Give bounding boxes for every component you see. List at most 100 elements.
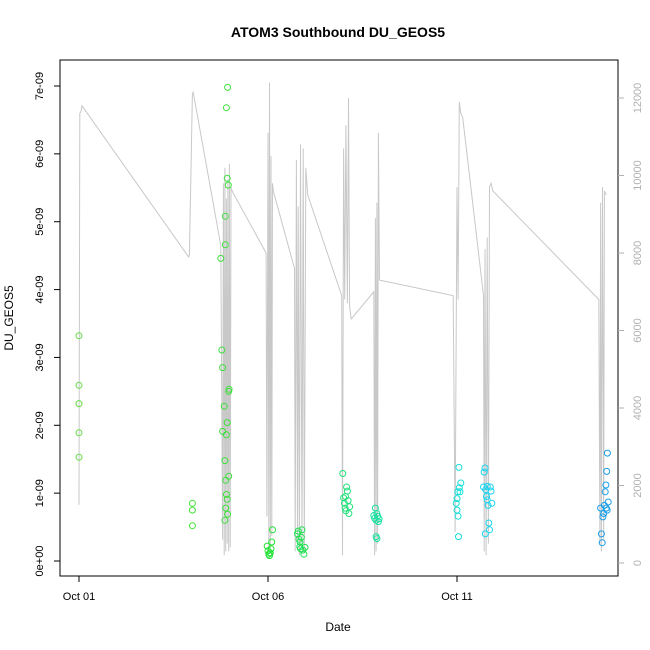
data-point [343,483,351,491]
data-point [266,549,274,557]
data-point [488,499,496,507]
x-axis-label: Date [325,620,351,634]
data-point [602,481,610,489]
altitude-line [78,82,607,556]
y2-tick-label: 12000 [632,83,644,114]
y-tick-label: 5e-09 [34,208,46,236]
plot-frame [59,59,619,577]
data-point [453,495,461,503]
y-axis: 0e+00 1e-09 2e-09 3e-09 4e-09 5e-09 6e-09 7e-09 [34,72,60,577]
data-point [217,254,225,262]
points-layer [75,83,612,560]
chart-title: ATOM3 Southbound DU_GEOS5 [231,24,445,40]
data-point [222,491,230,498]
x-tick-label: Oct 01 [63,591,95,603]
data-point [298,526,306,534]
data-point [222,431,230,439]
y-tick-label: 1e-09 [34,479,46,507]
data-point [188,522,196,530]
data-point [601,488,609,496]
y2-tick-label: 4000 [632,396,644,420]
data-point [267,545,275,553]
data-point [188,499,196,507]
data-point [604,498,612,506]
data-point [481,464,489,472]
data-point [221,241,229,249]
data-point [603,467,611,475]
y-tick-label: 4e-09 [34,276,46,304]
data-point [75,381,83,389]
data-point [75,453,83,461]
data-point [223,495,231,503]
y-tick-label: 2e-09 [34,411,46,439]
y-tick-label: 3e-09 [34,343,46,371]
data-point [221,516,229,524]
y-tick-label: 6e-09 [34,140,46,168]
y-axis-label: DU_GEOS5 [2,285,16,351]
data-point [224,83,232,91]
y2-axis: 0 2000 4000 6000 8000 10000 12000 [618,83,644,566]
y2-tick-label: 0 [632,560,644,566]
data-point [221,212,229,220]
data-point [342,493,349,500]
data-point [75,429,83,437]
y2-tick-label: 8000 [632,241,644,265]
data-point [297,533,305,541]
data-point [454,512,462,520]
data-point [484,501,492,509]
data-point [218,346,226,354]
data-point [480,468,488,476]
x-tick-label: Oct 06 [252,591,284,603]
data-point [269,526,276,534]
x-axis: Oct 01 Oct 06 Oct 11 [63,576,473,603]
data-point [481,530,489,538]
data-point [457,479,465,487]
data-point [483,482,491,490]
data-point [374,518,382,526]
data-point [483,493,490,500]
data-point [223,419,231,427]
data-point [598,539,606,547]
data-point [268,538,276,546]
data-point [452,499,460,507]
data-point [225,472,233,480]
data-point [375,515,383,523]
x-tick-label: Oct 11 [441,591,473,603]
data-point [487,487,495,495]
data-point [455,484,463,492]
data-point [346,503,354,511]
data-point [339,470,347,477]
data-point [599,513,607,521]
data-point [222,504,230,512]
data-point [75,332,83,340]
data-point [223,174,231,182]
y2-tick-label: 2000 [632,473,644,497]
data-point [597,530,605,538]
data-point [373,535,381,543]
data-point [221,457,229,465]
data-point [188,506,196,514]
data-point [224,181,232,189]
data-point [345,510,353,517]
data-point [454,488,462,496]
data-point [220,402,228,410]
altitude-layer [78,82,607,556]
data-point [296,538,304,546]
y2-tick-label: 10000 [632,160,644,191]
data-point [603,449,611,457]
data-point [225,385,233,393]
data-point [300,550,308,558]
data-point [456,488,464,496]
data-point [603,506,611,514]
data-point [455,463,463,471]
y-tick-label: 0e+00 [34,546,46,577]
y-tick-label: 7e-09 [34,72,46,100]
data-point [486,526,493,534]
y2-tick-label: 6000 [632,318,644,342]
data-point [222,104,230,112]
data-point [294,527,302,535]
data-point [219,364,227,372]
data-point [224,510,232,518]
